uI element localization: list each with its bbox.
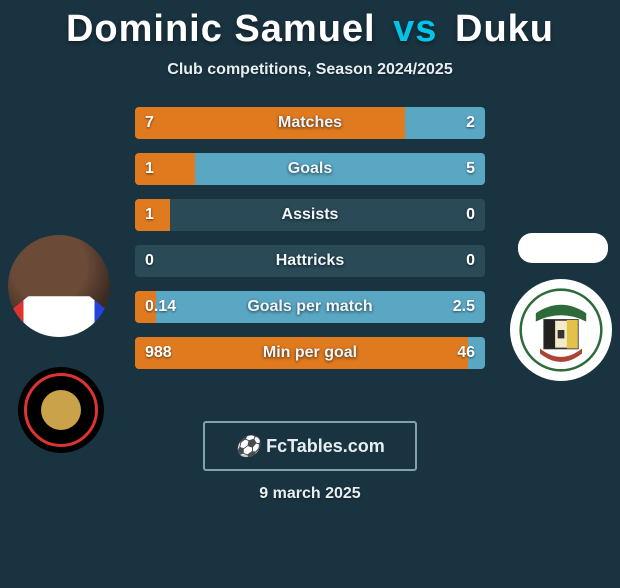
stat-label: Assists: [135, 199, 485, 231]
stat-value-left: 0: [135, 245, 164, 277]
stat-fill-right: [156, 291, 485, 323]
brand-prefix: Fc: [266, 436, 287, 456]
stat-value-left: 988: [135, 337, 182, 369]
stat-row: 72Matches: [135, 107, 485, 139]
stat-row: 15Goals: [135, 153, 485, 185]
comparison-stage: 72Matches15Goals10Assists00Hattricks0.14…: [0, 107, 620, 407]
player1-photo-icon: [8, 235, 110, 337]
stat-fill-right: [195, 153, 486, 185]
stat-fill-left: [135, 107, 405, 139]
brand-box: ⚽ FcTables.com: [203, 421, 417, 471]
brand-logo-icon: ⚽: [235, 434, 260, 459]
stat-label: Hattricks: [135, 245, 485, 277]
player2-club-crest-icon: [510, 279, 612, 381]
stat-value-right: 0: [456, 199, 485, 231]
title-vs: vs: [393, 8, 437, 50]
stat-value-left: 7: [135, 107, 164, 139]
stat-row: 1 0Assists: [135, 199, 485, 231]
stat-value-left: 1: [135, 153, 164, 185]
stat-fill-left: [135, 337, 468, 369]
stat-row: 98846Min per goal: [135, 337, 485, 369]
subtitle: Club competitions, Season 2024/2025: [0, 61, 620, 79]
title-player2: Duku: [455, 8, 554, 50]
generated-date: 9 march 2025: [0, 485, 620, 503]
brand-text: Tables.com: [287, 436, 385, 456]
title-player1: Dominic Samuel: [66, 8, 376, 50]
player2-photo-placeholder-icon: [518, 233, 608, 263]
stat-value-left: 1: [135, 199, 164, 231]
stat-value-right: 2.5: [443, 291, 485, 323]
stat-value-left: 0.14: [135, 291, 186, 323]
stat-bar-column: 72Matches15Goals10Assists00Hattricks0.14…: [135, 107, 485, 383]
stat-value-right: 2: [456, 107, 485, 139]
page-title: Dominic Samuel vs Duku: [0, 8, 620, 51]
stat-row: 0.142.5Goals per match: [135, 291, 485, 323]
stat-value-right: 5: [456, 153, 485, 185]
stat-value-right: 0: [456, 245, 485, 277]
player1-club-crest-icon: [18, 367, 104, 453]
stat-row: 0 0Hattricks: [135, 245, 485, 277]
stat-value-right: 46: [447, 337, 485, 369]
